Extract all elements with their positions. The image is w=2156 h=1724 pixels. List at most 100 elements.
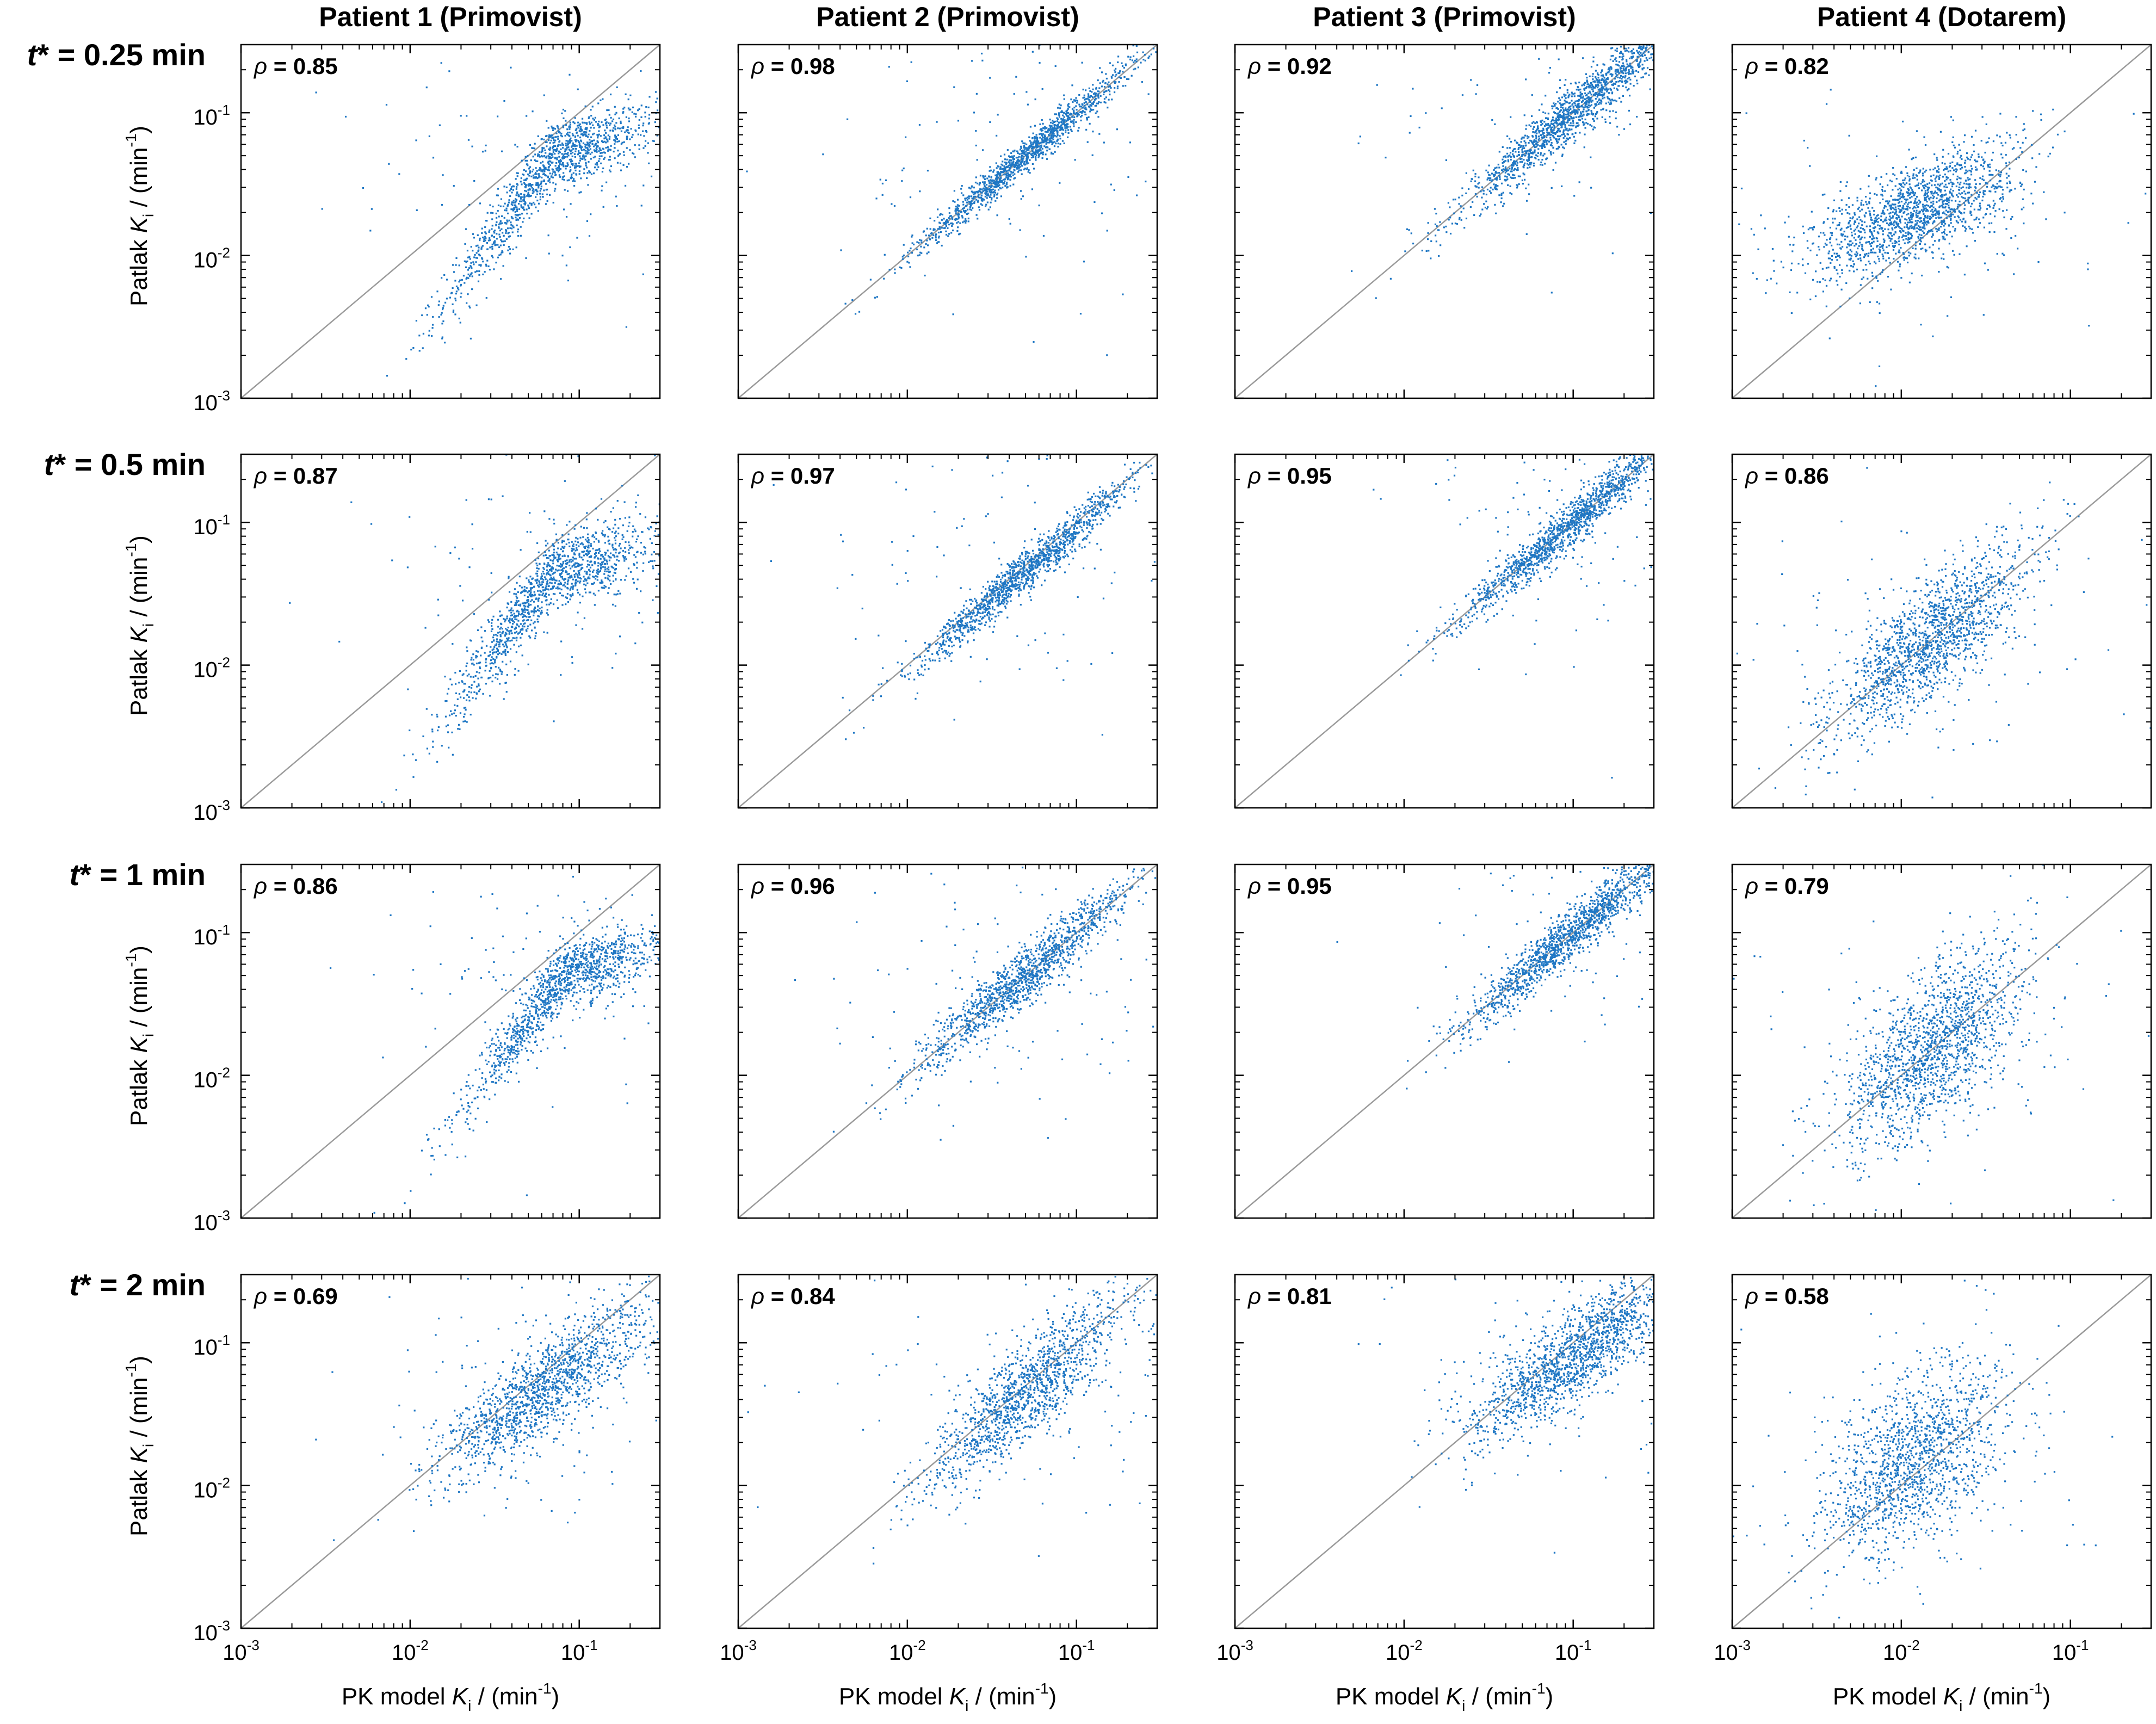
data-point	[674, 122, 676, 123]
data-point	[1503, 202, 1505, 205]
data-point	[1159, 36, 1161, 38]
data-point	[1854, 228, 1857, 231]
data-point	[840, 249, 842, 251]
data-point	[543, 179, 545, 181]
data-point	[485, 232, 487, 234]
data-point	[1186, 9, 1188, 10]
data-point	[1636, 82, 1639, 85]
data-point	[1960, 164, 1962, 166]
data-point	[956, 230, 959, 232]
data-point	[1534, 122, 1536, 125]
data-point	[1148, 55, 1151, 58]
data-point	[1507, 156, 1509, 158]
data-point	[951, 218, 954, 220]
data-point	[574, 150, 577, 152]
data-point	[1530, 162, 1533, 164]
data-point	[1520, 141, 1522, 143]
data-point	[1900, 231, 1902, 233]
data-point	[1618, 134, 1620, 136]
data-point	[590, 140, 592, 143]
data-point	[652, 140, 654, 142]
data-point	[566, 133, 568, 135]
data-point	[593, 119, 596, 121]
data-point	[1601, 77, 1603, 80]
data-point	[1090, 95, 1092, 97]
data-point	[984, 181, 986, 183]
data-point	[1645, 57, 1647, 59]
data-point	[1633, 84, 1635, 87]
data-point	[1601, 88, 1604, 90]
data-point	[1058, 121, 1060, 123]
data-point	[1523, 174, 1525, 176]
data-point	[578, 170, 580, 172]
data-point	[1579, 97, 1582, 99]
data-point	[598, 130, 600, 132]
data-point	[478, 254, 480, 256]
data-point	[916, 241, 918, 243]
data-point	[1435, 240, 1437, 243]
data-point	[495, 212, 497, 215]
data-point	[648, 122, 651, 124]
data-point	[1814, 295, 1817, 298]
data-point	[1610, 73, 1612, 76]
data-point	[1532, 128, 1534, 130]
data-point	[1994, 209, 1997, 212]
data-point	[1562, 133, 1565, 135]
data-point	[1665, 42, 1666, 44]
data-point	[1588, 86, 1590, 89]
data-point	[628, 109, 631, 111]
data-point	[1066, 115, 1068, 117]
data-point	[1560, 144, 1562, 146]
data-point	[945, 233, 948, 236]
data-point	[534, 153, 536, 156]
data-point	[986, 197, 988, 199]
data-point	[1585, 106, 1587, 108]
data-point	[471, 275, 473, 277]
data-point	[966, 213, 968, 215]
data-point	[625, 93, 627, 95]
data-point	[470, 262, 472, 264]
data-point	[1089, 96, 1091, 98]
data-point	[1608, 92, 1610, 94]
data-point	[1093, 101, 1095, 103]
data-point	[1510, 158, 1512, 161]
data-point	[516, 210, 518, 212]
data-point	[983, 183, 985, 185]
data-point	[1554, 133, 1556, 135]
data-point	[1504, 178, 1506, 181]
data-point	[569, 126, 571, 128]
data-point	[548, 177, 551, 180]
data-point	[580, 133, 583, 135]
data-point	[461, 279, 463, 281]
data-point	[1654, 33, 1655, 35]
data-point	[1512, 153, 1514, 156]
data-point	[1501, 169, 1504, 171]
data-point	[484, 271, 486, 273]
data-point	[1052, 138, 1054, 140]
data-point	[671, 115, 672, 116]
data-point	[591, 151, 593, 153]
data-point	[1609, 99, 1612, 101]
data-point	[1576, 89, 1578, 91]
data-point	[1967, 158, 1969, 160]
data-point	[1593, 126, 1595, 128]
data-point	[999, 179, 1001, 182]
data-point	[1525, 233, 1528, 235]
data-point	[1682, 2, 1683, 4]
data-point	[1036, 144, 1039, 146]
data-point	[1586, 97, 1588, 100]
data-point	[586, 150, 589, 152]
data-point	[564, 149, 566, 151]
data-point	[1039, 137, 1041, 139]
data-point	[906, 80, 909, 82]
data-point	[1571, 128, 1573, 131]
data-point	[1169, 34, 1170, 35]
data-point	[571, 146, 573, 148]
data-point	[957, 221, 960, 223]
data-point	[1579, 93, 1582, 96]
data-point	[1013, 169, 1015, 171]
data-point	[1603, 88, 1605, 91]
data-point	[1535, 140, 1537, 142]
data-point	[1596, 112, 1598, 114]
data-point	[1580, 113, 1583, 115]
